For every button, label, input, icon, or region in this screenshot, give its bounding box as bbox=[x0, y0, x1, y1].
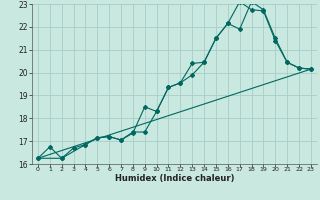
X-axis label: Humidex (Indice chaleur): Humidex (Indice chaleur) bbox=[115, 174, 234, 183]
